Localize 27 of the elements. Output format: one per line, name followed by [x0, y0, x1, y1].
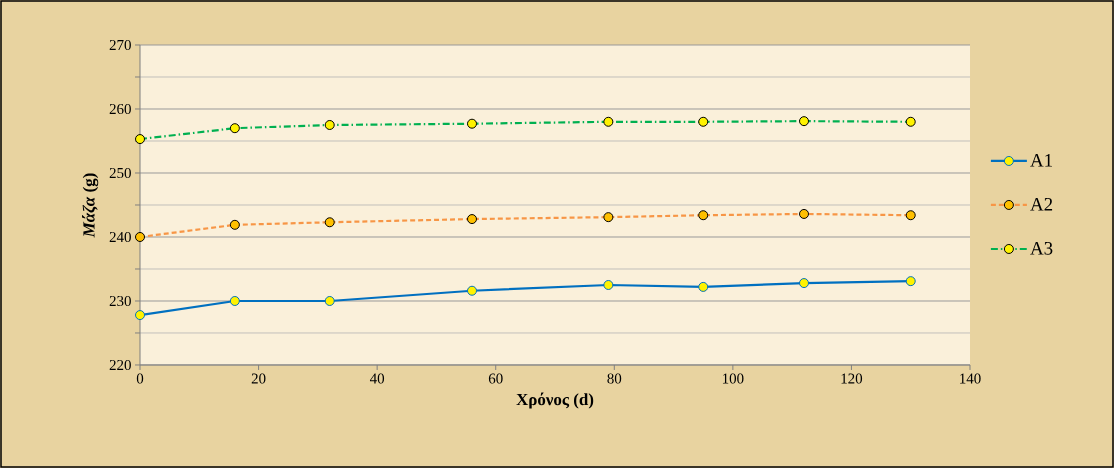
point [229, 295, 240, 306]
y-tick-label: 260 [109, 103, 131, 115]
y-tick-label: 230 [109, 295, 131, 307]
y-tick-label: 240 [109, 231, 131, 243]
legend-label: A3 [1030, 241, 1053, 255]
y-tick-label: 220 [109, 359, 131, 371]
point [324, 295, 335, 306]
y-tick-label: 270 [109, 39, 131, 51]
point [799, 278, 810, 289]
x-tick-label: 60 [488, 373, 503, 384]
point [603, 279, 614, 290]
y-tick-label: 250 [109, 167, 131, 179]
x-tick-label: 100 [722, 373, 744, 384]
legend-label: A2 [1030, 197, 1053, 211]
x-tick-label: 20 [251, 373, 266, 384]
x-tick-label: 40 [369, 373, 385, 384]
x-tick-label: 120 [841, 373, 863, 384]
point [135, 310, 146, 321]
point [905, 276, 916, 287]
point [467, 285, 478, 296]
x-tick-label: 140 [960, 373, 981, 384]
y-axis-title: Μάζα (g) [82, 173, 99, 238]
legend-label: A1 [1030, 153, 1052, 167]
x-tick-label: 0 [136, 373, 144, 384]
point [698, 281, 709, 292]
x-tick-label: 80 [607, 373, 622, 384]
x-axis-title: Χρόνος (d) [516, 392, 594, 409]
